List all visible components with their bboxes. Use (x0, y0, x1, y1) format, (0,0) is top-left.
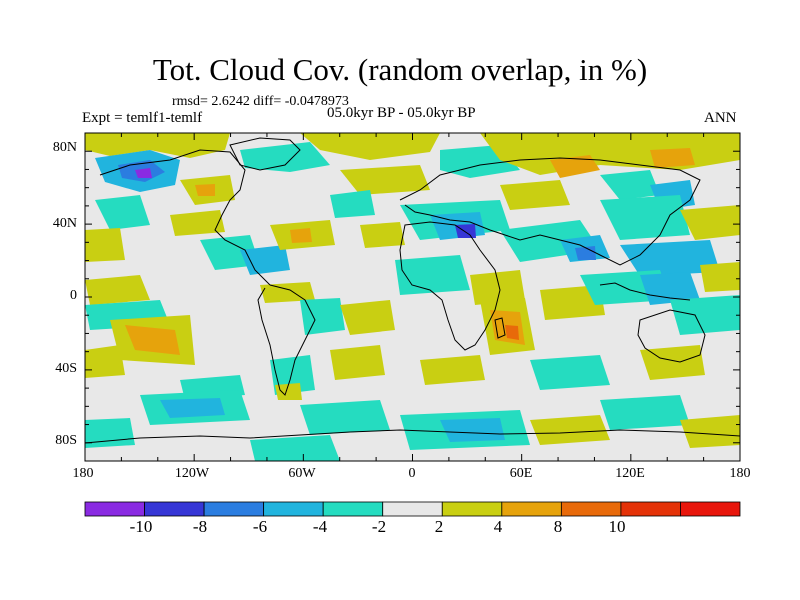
field-patch (680, 415, 740, 448)
field-patch (540, 285, 605, 320)
period-label: 05.0kyr BP - 05.0kyr BP (327, 105, 476, 121)
lat-label-80s: 80S (55, 433, 77, 448)
colorbar-label: -2 (371, 517, 387, 536)
colorbar-label: 2 (434, 517, 444, 536)
colorbar-label: 4 (493, 517, 503, 536)
field-patch (640, 272, 700, 305)
field-patch (240, 245, 290, 275)
axis-ticks (84, 132, 741, 462)
lat-label-80n: 80N (52, 140, 77, 155)
field-patch (670, 295, 740, 335)
lon-label-60w: 60W (288, 466, 316, 481)
field-patch (275, 383, 302, 400)
field-patch (640, 345, 705, 380)
lon-label-180e: 180 (729, 466, 751, 481)
field-patch (600, 395, 690, 430)
field-patch (600, 195, 690, 240)
lat-label-40n: 40N (52, 216, 77, 231)
field-patch (330, 345, 385, 380)
coastline-antarctica (85, 429, 740, 444)
coastline-madagascar (494, 317, 506, 339)
colorbar-swatch (84, 501, 145, 517)
coastlines (85, 137, 740, 444)
coastline-north-america (99, 149, 271, 286)
field-patch (85, 418, 135, 448)
field-patch (340, 300, 395, 335)
field-patch (550, 155, 600, 178)
lon-label-180w: 180 (72, 466, 94, 481)
field-patch (85, 345, 125, 378)
field-patch (330, 190, 375, 218)
field-patch (290, 228, 312, 243)
field-patch (360, 222, 405, 248)
field-patch (195, 184, 215, 196)
field-patch (95, 195, 150, 230)
colorbar-swatch (501, 501, 562, 517)
field-patch (530, 415, 610, 445)
field-patch (125, 325, 180, 355)
field-patch (600, 170, 660, 200)
field-patch (240, 142, 330, 172)
field-patch (160, 398, 225, 418)
field-patch (650, 148, 695, 168)
colorbar-swatch (263, 501, 324, 517)
field-patch (440, 418, 505, 442)
field-patch (340, 165, 430, 195)
field-patch (620, 240, 720, 276)
experiment-label: Expt = temlf1-temlf (82, 110, 203, 126)
coastline-australia (637, 309, 706, 363)
season-label: ANN (704, 110, 737, 126)
field-patch (680, 205, 740, 240)
field-patch (575, 246, 596, 260)
field-patch (85, 275, 150, 305)
coastline-south-america (257, 284, 316, 396)
lon-label-120e: 120E (615, 466, 645, 481)
field-patch (500, 180, 570, 210)
coastline-africa (399, 221, 501, 351)
field-patch (250, 435, 340, 461)
field-patch (170, 210, 225, 236)
field-patch (470, 270, 525, 305)
field-patch (300, 133, 440, 160)
colorbar-swatch (144, 501, 205, 517)
field-patch (85, 228, 125, 262)
lon-label-120w: 120W (174, 466, 210, 481)
colorbar-swatch (680, 501, 741, 517)
colorbar-label: -10 (129, 517, 153, 536)
lon-label-0: 0 (408, 466, 416, 481)
colorbar-swatch (203, 501, 265, 517)
coastline-maritime (599, 282, 691, 301)
colorbar-swatch (441, 501, 503, 517)
lat-label-40s: 40S (55, 361, 77, 376)
colorbar-swatch (382, 501, 443, 517)
colorbar-swatch (560, 501, 622, 517)
lon-label-60e: 60E (509, 466, 533, 481)
colorbar-swatch (322, 501, 384, 517)
chart-title: Tot. Cloud Cov. (random overlap, in %) (152, 52, 648, 87)
lat-label-eq: 0 (70, 288, 77, 303)
colorbar (84, 501, 741, 517)
field-patch (505, 325, 519, 340)
field-patch (455, 224, 476, 238)
field-patch (300, 298, 345, 335)
colorbar-label: 8 (553, 517, 563, 536)
anomaly-field (85, 133, 740, 461)
colorbar-label: 10 (608, 517, 626, 536)
coastline-greenland (229, 137, 301, 171)
coastline-eurasia (399, 157, 701, 266)
field-patch (530, 355, 610, 390)
field-patch (395, 255, 470, 295)
colorbar-swatch (620, 501, 681, 517)
field-patch (700, 262, 740, 292)
colorbar-label: -8 (192, 517, 208, 536)
colorbar-label: -4 (312, 517, 328, 536)
field-patch (300, 400, 390, 435)
stats-text: rmsd= 2.6242 diff= -0.0478973 (172, 94, 349, 109)
colorbar-label: -6 (252, 517, 268, 536)
field-patch (135, 168, 152, 178)
field-patch (420, 355, 485, 385)
